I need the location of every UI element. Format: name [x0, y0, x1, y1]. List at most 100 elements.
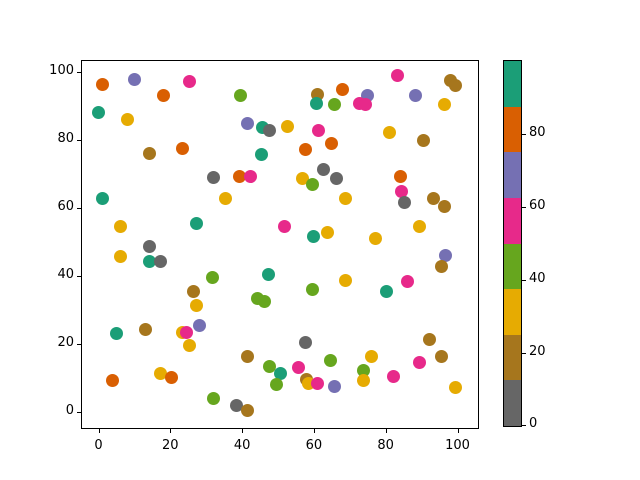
scatter-point [121, 113, 135, 127]
x-tick-mark [385, 429, 387, 433]
scatter-point [229, 399, 243, 413]
y-tick-label: 40 [57, 267, 74, 282]
y-tick-mark [77, 140, 81, 141]
scatter-point [182, 75, 196, 89]
colorbar-segment-teal [504, 61, 521, 107]
scatter-point [280, 120, 294, 134]
scatter-point [142, 240, 156, 254]
colorbar-segment-gold [504, 289, 521, 335]
scatter-point [292, 360, 306, 374]
scatter-point [241, 404, 255, 418]
scatter-point [324, 136, 338, 150]
scatter-point [330, 172, 344, 186]
y-tick-label: 80 [57, 131, 74, 146]
scatter-point [154, 254, 168, 268]
scatter-point [401, 274, 415, 288]
scatter-point [113, 220, 127, 234]
x-tick-mark [242, 429, 244, 433]
colorbar-tick-label: 40 [529, 271, 546, 286]
scatter-point [262, 268, 276, 282]
scatter-point [409, 89, 423, 103]
scatter-point [299, 336, 313, 350]
scatter-point [306, 282, 320, 296]
scatter-point [243, 169, 257, 183]
scatter-point [379, 285, 393, 299]
scatter-point [328, 380, 342, 394]
scatter-point [321, 226, 335, 240]
x-tick-mark [170, 429, 172, 433]
scatter-point [398, 196, 412, 210]
x-tick-mark [313, 429, 315, 433]
scatter-point [394, 184, 408, 198]
colorbar-tick-mark [522, 425, 526, 426]
scatter-point [193, 318, 207, 332]
scatter-point [357, 373, 371, 387]
x-tick-label: 100 [445, 438, 470, 453]
scatter-point [109, 327, 123, 341]
y-tick-mark [77, 412, 81, 413]
colorbar-tick-mark [522, 207, 526, 208]
colorbar-tick-mark [522, 353, 526, 354]
x-tick-label: 60 [305, 438, 323, 453]
scatter-point [423, 333, 437, 347]
scatter-point [387, 370, 401, 384]
scatter-point [142, 254, 156, 268]
x-tick-mark [457, 429, 459, 433]
scatter-point [263, 359, 277, 373]
scatter-point [277, 219, 291, 233]
scatter-point [164, 371, 178, 385]
plot-area: 0 20 40 60 80 100 0 20 40 60 80 100 [49, 60, 479, 453]
colorbar-segment-purple [504, 152, 521, 198]
scatter-point [95, 192, 109, 206]
y-tick-mark [77, 208, 81, 209]
scatter-point [438, 200, 452, 214]
colorbar-segment-brown [504, 334, 521, 381]
y-tick-label: 100 [49, 63, 74, 78]
y-tick-label: 0 [65, 403, 74, 418]
x-tick-label: 80 [377, 438, 394, 453]
scatter-point [434, 259, 448, 273]
y-tick-label: 60 [57, 199, 74, 214]
x-tick-label: 40 [233, 438, 251, 453]
colorbar-segment-green [504, 243, 521, 290]
scatter-point [306, 230, 320, 244]
scatter-point [448, 79, 462, 93]
scatter-point [241, 350, 255, 364]
scatter-point [154, 367, 168, 381]
scatter-point [263, 123, 277, 137]
scatter-point [274, 367, 288, 381]
scatter-point [309, 97, 323, 111]
scatter-point [139, 322, 153, 336]
scatter-point [182, 338, 196, 352]
colorbar-segment-orange [504, 106, 521, 153]
scatter-point [412, 219, 426, 233]
colorbar-tick-mark [522, 280, 526, 281]
colorbar-tick-label: 80 [529, 125, 546, 140]
scatter-point [338, 192, 352, 206]
scatter-point [416, 133, 430, 147]
scatter-point [328, 98, 342, 112]
colorbar-segment-gray [504, 380, 521, 426]
colorbar-tick-label: 60 [529, 198, 546, 213]
scatter-point [175, 141, 189, 155]
scatter-point [390, 69, 404, 83]
colorbar-tick-label: 0 [529, 416, 538, 431]
x-tick-label: 20 [162, 438, 179, 453]
scatter-point [258, 294, 272, 308]
scatter-point [305, 177, 319, 191]
scatter-point [311, 123, 325, 137]
scatter-point [206, 170, 220, 184]
scatter-point [189, 299, 203, 313]
scatter-point [95, 77, 109, 91]
scatter-point [364, 350, 378, 364]
scatter-point [434, 350, 448, 364]
scatter-point [438, 98, 452, 112]
scatter-point [179, 325, 193, 339]
scatter-point [383, 126, 397, 140]
scatter-point [317, 162, 331, 176]
scatter-point [413, 356, 427, 370]
scatter-point [106, 373, 120, 387]
scatter-point [255, 147, 269, 161]
scatter-point [369, 232, 383, 246]
